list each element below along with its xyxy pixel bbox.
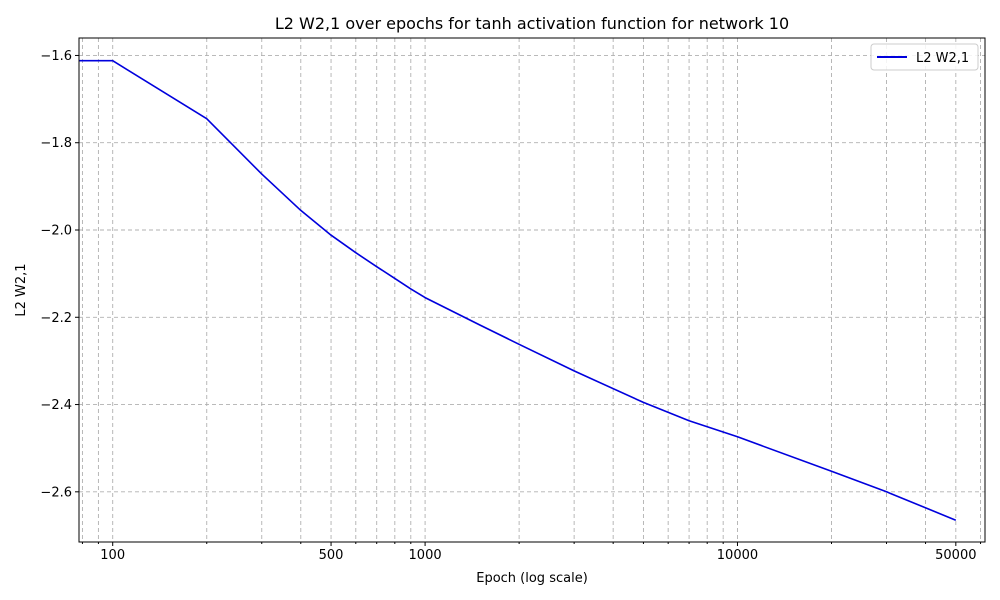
legend-box xyxy=(870,43,979,71)
plot-frame xyxy=(78,37,986,543)
x-tick-label: 1000 xyxy=(409,548,442,563)
x-tick-label: 500 xyxy=(319,548,344,563)
x-tick-label: 100 xyxy=(100,548,125,563)
x-tick-label: 10000 xyxy=(717,548,758,563)
y-axis-label: L2 W2,1 xyxy=(14,263,29,316)
series-layer xyxy=(79,59,957,521)
series-line xyxy=(79,59,957,521)
legend: L2 W2,1 xyxy=(870,43,979,71)
x-tick-label: 50000 xyxy=(935,548,976,563)
chart-title: L2 W2,1 over epochs for tanh activation … xyxy=(275,14,789,33)
x-axis-label: Epoch (log scale) xyxy=(476,571,588,586)
tick-layer: 100 500 1000 10000 50000 −1.6 −1.8 −2.0 −2.2 −2.4… xyxy=(40,49,982,563)
grid-layer xyxy=(79,38,985,542)
y-tick-label: −2.2 xyxy=(40,311,72,326)
y-tick-label: −1.8 xyxy=(40,136,72,151)
y-tick-label: −2.4 xyxy=(40,398,72,413)
y-tick-label: −2.6 xyxy=(40,485,72,500)
y-tick-label: −1.6 xyxy=(40,49,72,64)
y-tick-label: −2.0 xyxy=(40,224,72,239)
legend-label: L2 W2,1 xyxy=(916,51,969,66)
